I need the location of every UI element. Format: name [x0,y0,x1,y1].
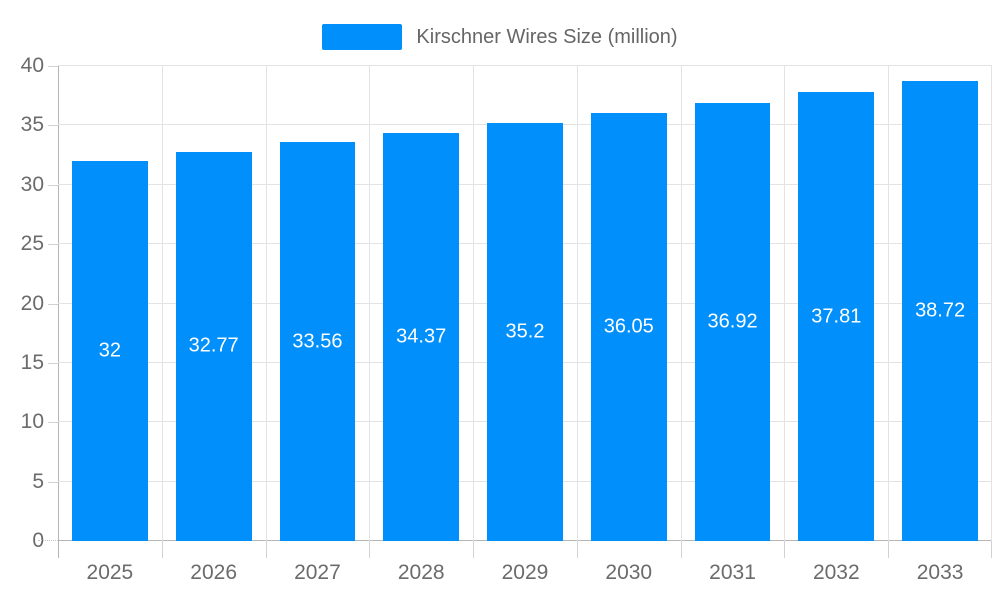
x-axis-label-2028: 2028 [397,561,445,584]
x-axis-label-2030: 2030 [605,561,653,584]
legend-item[interactable]: Kirschner Wires Size (million) [0,24,1000,50]
y-axis-label: 35 [20,113,44,137]
y-axis-label: 10 [20,410,44,434]
bar-value-label: 35.2 [505,320,545,343]
x-axis-tick [265,541,267,558]
y-axis-label: 0 [32,529,44,552]
bar-2029: 35.2 [487,123,563,541]
x-axis-label-2027: 2027 [294,561,341,584]
bar-value-label: 37.81 [811,305,862,327]
x-axis-tick [369,541,371,558]
bar-value-label: 36.92 [707,310,758,333]
bar-value-label: 32.77 [188,334,239,357]
bar-2027: 33.56 [279,142,356,541]
x-axis-tick [888,541,890,558]
bar-2025: 32 [72,161,148,541]
x-axis-label-2033: 2033 [916,561,964,584]
x-axis-tick [991,541,992,558]
y-axis-tick [48,303,58,305]
bar-2030: 36.05 [590,112,667,541]
gridline-vertical [161,66,163,541]
x-axis-label-2032: 2032 [812,561,860,584]
x-axis-label-2031: 2031 [709,561,756,584]
bar-value-label: 38.72 [915,299,966,322]
bar-2031: 36.92 [694,102,771,541]
bar-value-label: 33.56 [292,330,343,353]
bar-value-label: 36.05 [603,315,654,338]
bar-2028: 34.37 [383,132,460,541]
gridline-vertical [576,66,578,541]
gridline-vertical [473,66,475,541]
legend-marker-icon [322,24,403,50]
x-axis-label-2025: 2025 [86,561,134,584]
y-axis-label: 30 [20,172,44,196]
bar-value-label: 32 [98,339,121,362]
x-axis-tick [161,541,163,558]
gridline-vertical [265,66,267,541]
x-axis-labels: 2025 2026 2027 2028 2029 2030 2031 2032 2033 [58,559,992,591]
bar-value-label: 34.37 [396,325,447,348]
y-axis-label: 40 [20,54,44,77]
legend-label: Kirschner Wires Size (million) [416,26,678,48]
gridline-vertical [680,66,682,541]
y-axis-tick [48,362,58,364]
x-axis-label-2026: 2026 [190,561,237,584]
y-axis-tick [48,244,58,246]
y-axis-label: 5 [32,469,44,493]
y-axis-tick [48,422,58,424]
gridline-vertical [888,66,890,541]
x-axis-label-2029: 2029 [501,561,549,584]
bar-2033: 38.72 [902,81,978,541]
zero-tick-dotted-line [38,540,58,541]
x-axis-ticks [58,541,992,558]
y-axis-ticks [48,66,58,541]
y-axis-label: 15 [20,350,44,374]
y-axis-tick [48,184,58,186]
x-axis-tick [784,541,786,558]
y-axis-line [58,66,59,558]
x-axis-tick [680,541,682,558]
y-axis-label: 20 [20,291,44,315]
x-axis-tick [473,541,475,558]
plot-area: 32 32.77 33.56 34.37 35.2 36.05 36.92 37.81 38.7… [58,65,992,558]
y-axis-label: 25 [20,232,44,256]
y-axis-labels: 0 5 10 15 20 25 30 35 40 [0,54,44,552]
gridline-vertical [784,66,786,541]
gridline-horizontal [58,65,992,66]
y-axis-tick [48,125,58,127]
bar-2026: 32.77 [175,151,252,541]
y-axis-tick [48,481,58,483]
bar-2032: 37.81 [798,92,875,541]
y-axis-tick [48,66,58,67]
gridline-vertical [991,66,992,541]
x-axis-tick [576,541,578,558]
gridline-vertical [369,66,371,541]
